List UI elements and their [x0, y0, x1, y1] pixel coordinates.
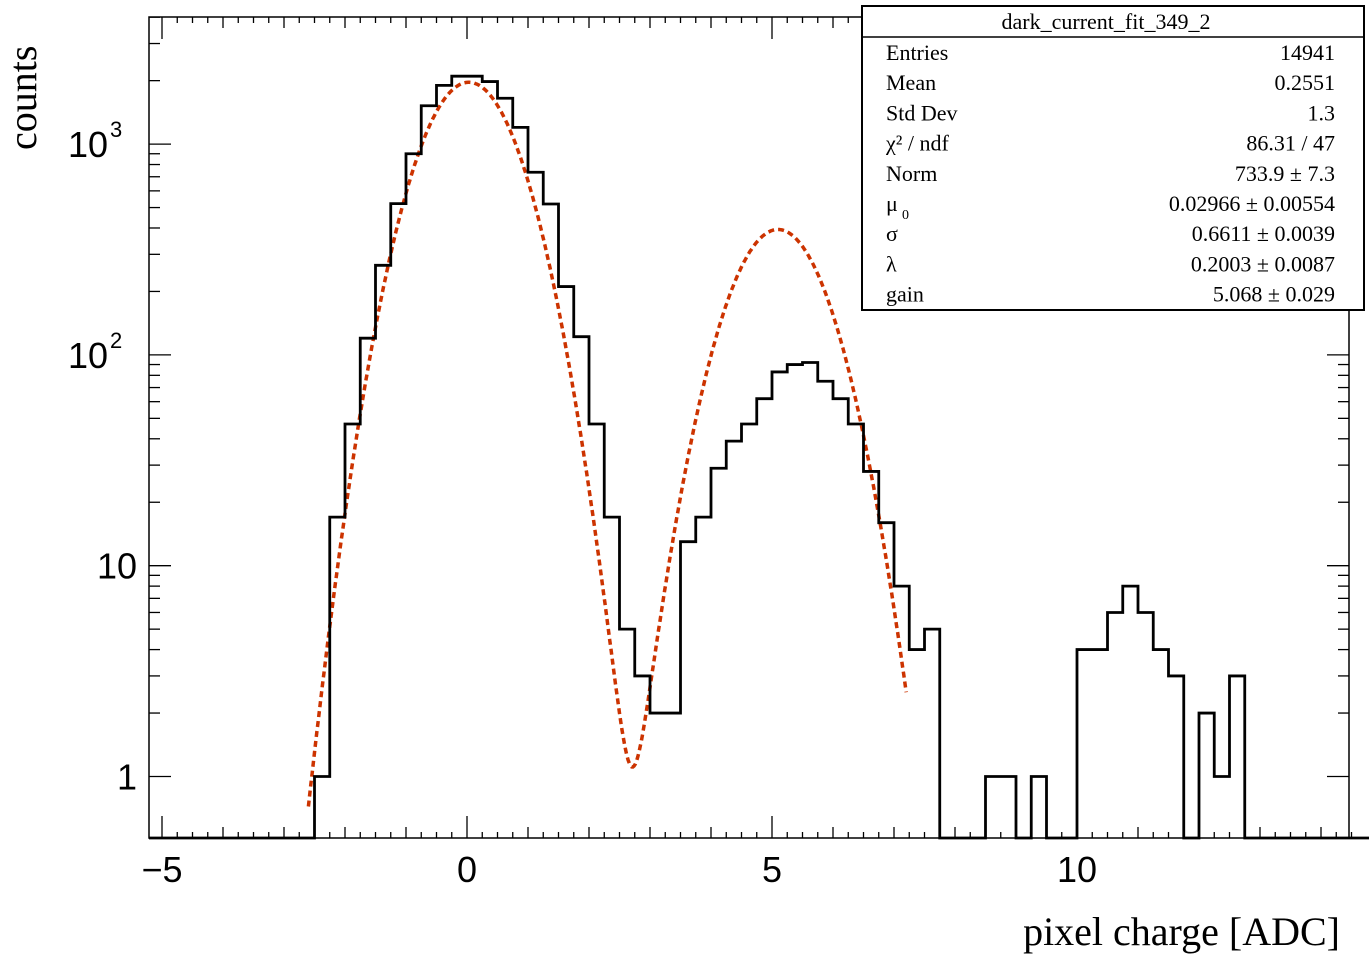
histogram-bin: [986, 777, 1001, 839]
histogram-bin: [665, 713, 680, 838]
histogram-bin: [1169, 676, 1184, 838]
y-axis-title: counts: [0, 46, 45, 150]
stats-row-label: Std Dev: [886, 100, 958, 125]
stats-box-frame: [861, 5, 1365, 311]
histogram-bin: [437, 85, 452, 838]
y-tick-label: 10: [97, 546, 137, 587]
stats-box-title: dark_current_fit_349_2: [1002, 9, 1211, 34]
histogram-bin: [1031, 777, 1046, 839]
stats-box: dark_current_fit_349_2 Entries 14941 Mean 0…: [861, 5, 1365, 311]
stats-row-label: σ: [886, 221, 898, 246]
y-tick-label: 10: [68, 124, 108, 165]
histogram-bin: [1214, 777, 1229, 839]
histogram-bin: [1123, 586, 1138, 838]
histogram-bin: [757, 399, 772, 838]
stats-row-value: 5.068 ± 0.029: [1213, 282, 1335, 307]
stats-row-value: 1.3: [1308, 100, 1336, 125]
y-tick-label: 10: [68, 335, 108, 376]
y-tick-label-exponent: 3: [110, 117, 122, 142]
x-tick-label: 10: [1057, 849, 1097, 890]
plot-frame: [148, 16, 1350, 839]
histogram-bin: [894, 586, 909, 838]
stats-row-value: 14941: [1280, 40, 1335, 65]
stats-row-value: 86.31 / 47: [1246, 131, 1335, 156]
histogram-bin: [864, 471, 879, 838]
histogram-layer: [149, 74, 1369, 840]
histogram-bin: [635, 676, 650, 838]
histogram-bin: [559, 287, 574, 838]
histogram-bin: [848, 424, 863, 838]
histogram-bin: [498, 98, 513, 838]
stats-row-label: Norm: [886, 161, 937, 186]
histogram-bin: [1230, 676, 1245, 838]
histogram-bin: [818, 381, 833, 838]
histogram-bin: [787, 365, 802, 838]
histogram-bin: [925, 629, 940, 838]
histogram-bin: [452, 76, 467, 838]
histogram-bin: [360, 338, 375, 838]
histogram-bin: [772, 372, 787, 838]
histogram-bin: [315, 777, 330, 839]
histogram-bin: [1001, 777, 1016, 839]
histogram-bin: [604, 517, 619, 838]
stats-row-label: Entries: [886, 40, 948, 65]
histogram-bin: [1077, 650, 1092, 838]
histogram-bin: [1199, 713, 1214, 838]
histogram-bin: [711, 468, 726, 838]
histogram-bin: [742, 424, 757, 838]
y-tick-label: 1: [117, 757, 137, 798]
stats-row-label: gain: [886, 282, 924, 307]
stats-row-label-subscript: 0: [902, 208, 909, 223]
histogram-bin: [406, 154, 421, 838]
histogram-bin: [391, 204, 406, 838]
x-tick-label: 5: [762, 849, 782, 890]
x-tick-label: −5: [141, 849, 182, 890]
stats-row-value: 0.2551: [1275, 70, 1336, 95]
histogram-bin: [543, 204, 558, 838]
histogram-bin: [345, 424, 360, 838]
histogram-bin: [1153, 650, 1168, 838]
stats-row-value: 0.6611 ± 0.0039: [1192, 221, 1335, 246]
histogram-bin: [1138, 612, 1153, 838]
histogram-bin: [589, 424, 604, 838]
histogram-bin: [803, 363, 818, 838]
histogram-bin: [620, 629, 635, 838]
histogram-bin: [421, 106, 436, 838]
histogram-bin: [1092, 650, 1107, 838]
histogram-bin: [696, 517, 711, 838]
histogram-bin: [650, 713, 665, 838]
stats-row-value: 733.9 ± 7.3: [1235, 161, 1335, 186]
histogram-bin: [376, 265, 391, 838]
stats-row-label: μ: [886, 191, 898, 216]
histogram-bin: [513, 127, 528, 838]
histogram-bin: [467, 76, 482, 838]
fit-curve: [306, 80, 908, 807]
histogram-bin: [574, 337, 589, 838]
histogram-bin: [330, 517, 345, 838]
x-axis-title: pixel charge [ADC]: [1023, 909, 1340, 954]
histogram-series: [149, 74, 1369, 840]
fit-layer: [306, 80, 908, 807]
histogram-bin: [528, 172, 543, 838]
stats-row-value: 0.02966 ± 0.00554: [1169, 191, 1335, 216]
stats-row-label: χ² / ndf: [885, 131, 949, 156]
histogram-bin: [726, 441, 741, 838]
histogram-bin: [879, 523, 894, 838]
histogram-bin: [833, 399, 848, 838]
histogram-bin: [681, 542, 696, 838]
y-tick-label-exponent: 2: [110, 328, 122, 353]
histogram-bin: [1108, 612, 1123, 838]
stats-row-value: 0.2003 ± 0.0087: [1191, 251, 1335, 276]
stats-row-label: λ: [886, 251, 897, 276]
histogram-bin: [909, 650, 924, 838]
x-tick-label: 0: [457, 849, 477, 890]
histogram-bin: [482, 82, 497, 838]
stats-row-label: Mean: [886, 70, 936, 95]
